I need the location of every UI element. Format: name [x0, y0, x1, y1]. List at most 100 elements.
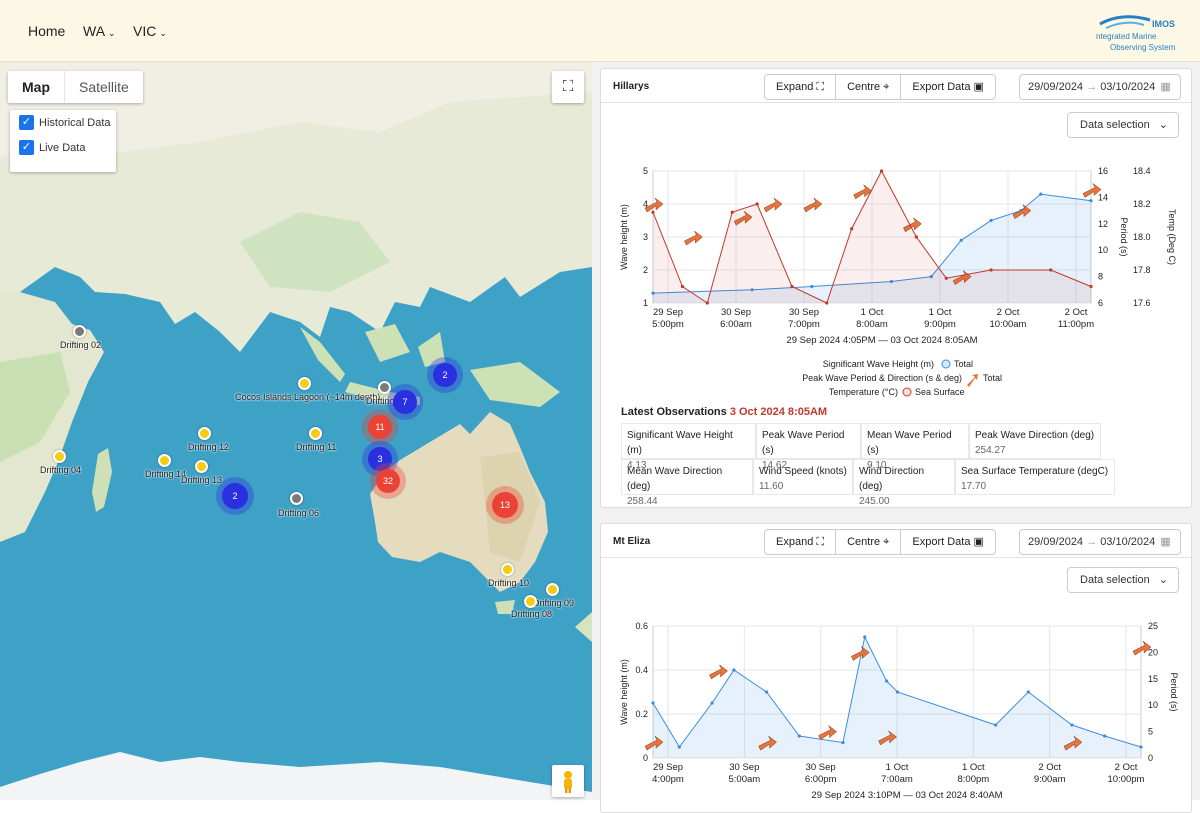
x-tick-label: 30 Sep — [721, 307, 751, 318]
data-selection-label: Data selection — [1080, 119, 1150, 131]
drifting-06-label: Drifting 06 — [278, 508, 320, 518]
period-tick-label: 15 — [1148, 674, 1158, 684]
save-icon: ▣ — [973, 536, 984, 548]
map-type-satellite-button[interactable]: Satellite — [79, 79, 129, 95]
live-cluster-marker[interactable]: 2 — [216, 477, 254, 515]
legend-swatch — [941, 359, 951, 369]
cocos-islands-label: Cocos Islands Lagoon (~14m depth) — [235, 392, 381, 402]
latest-observations-heading: Latest Observations 3 Oct 2024 8:05AM — [621, 406, 827, 418]
period-tick-label: 0 — [1148, 753, 1153, 763]
mteliza-date-range-picker[interactable]: 29/09/2024 → 03/10/2024 ▦ — [1019, 529, 1181, 555]
data-selection-label: Data selection — [1080, 574, 1150, 586]
data-point — [889, 279, 894, 284]
imos-logo[interactable]: IMOS ntegrated Marine Observing System — [1092, 10, 1182, 54]
map-type-map-button[interactable]: Map — [8, 71, 65, 103]
period-tick-label: 5 — [1148, 727, 1153, 737]
logo-line2: Observing System — [1110, 43, 1176, 52]
drifting-02-marker[interactable] — [73, 325, 86, 338]
x-tick-label: 5:00pm — [652, 319, 684, 330]
data-point — [993, 723, 998, 727]
cluster-count: 3 — [368, 447, 392, 471]
chevron-down-icon: ⌄ — [159, 28, 167, 38]
drifting-10-marker[interactable] — [501, 563, 514, 576]
drifting-label: Drifting — [366, 396, 395, 406]
drifting-04-marker[interactable] — [53, 450, 66, 463]
map-view[interactable]: Drifting 02 Drifting 04 Drifting 14 Drif… — [0, 62, 592, 800]
chart-range-label: 29 Sep 2024 3:10PM — 03 Oct 2024 8:40AM — [811, 790, 1002, 801]
hillarys-date-range-picker[interactable]: 29/09/2024 → 03/10/2024 ▦ — [1019, 74, 1181, 100]
cluster-count: 2 — [222, 483, 248, 509]
checkbox-checked-icon[interactable]: ✓ — [19, 140, 34, 155]
drifting-06-marker[interactable] — [290, 492, 303, 505]
drifting-14-marker[interactable] — [158, 454, 171, 467]
mteliza-centre-button[interactable]: Centre ⌖ — [836, 530, 902, 554]
street-view-pegman-button[interactable] — [552, 765, 584, 797]
period-tick-label: 12 — [1098, 219, 1108, 229]
nav-vic-dropdown[interactable]: VIC ⌄ — [133, 23, 167, 39]
mteliza-data-selection-dropdown[interactable]: Data selection ⌄ — [1067, 567, 1179, 593]
nav-wa-dropdown[interactable]: WA ⌄ — [83, 23, 116, 39]
live-data-label: Live Data — [39, 141, 86, 154]
y-axis-label: Wave height (m) — [619, 204, 629, 270]
historical-cluster-marker[interactable]: 11 — [362, 409, 398, 445]
direction-arrow — [1063, 735, 1083, 751]
mteliza-export-button[interactable]: Export Data ▣ — [901, 530, 995, 554]
hillarys-expand-button[interactable]: Expand ⛶ — [765, 75, 837, 99]
expand-icon: ⛶ — [816, 81, 825, 93]
historical-cluster-marker[interactable]: 32 — [370, 463, 406, 499]
drifting-13-marker[interactable] — [195, 460, 208, 473]
pegman-icon — [564, 771, 572, 793]
drifting-04-label: Drifting 04 — [40, 465, 82, 475]
period-axis-label: Period (s) — [1169, 672, 1179, 711]
obs-label: Wind Direction (deg) — [859, 466, 925, 492]
expand-label: Expand — [776, 536, 814, 548]
historical-cluster-marker[interactable]: 13 — [486, 486, 524, 524]
temp-tick-label: 17.6 — [1133, 298, 1151, 308]
obs-cell: Mean Wave Period (s) 9.10 — [861, 423, 969, 471]
direction-arrow — [850, 646, 870, 661]
direction-arrow — [684, 230, 703, 246]
drifting-12-marker[interactable] — [198, 427, 211, 440]
hillarys-data-selection-dropdown[interactable]: Data selection ⌄ — [1067, 112, 1179, 138]
date-from: 29/09/2024 — [1028, 81, 1084, 93]
mteliza-station-card: Mt Eliza Expand ⛶ Centre ⌖ Export Data ▣… — [600, 523, 1192, 813]
hillarys-export-button[interactable]: Export Data ▣ — [901, 75, 995, 99]
legend-item: Total — [954, 359, 973, 369]
data-point — [797, 734, 801, 738]
live-cluster-marker[interactable]: 2 — [427, 357, 463, 393]
checkbox-checked-icon[interactable]: ✓ — [19, 115, 34, 130]
chevron-down-icon: ⌄ — [1158, 574, 1168, 586]
data-point — [914, 235, 918, 239]
live-data-toggle[interactable]: ✓ Live Data — [10, 135, 116, 160]
drifting-08-label: Drifting 08 — [511, 609, 553, 619]
drifting-11-marker[interactable] — [309, 427, 322, 440]
data-point — [710, 701, 714, 705]
mteliza-expand-button[interactable]: Expand ⛶ — [765, 530, 837, 554]
data-point — [705, 301, 709, 305]
drifting-09-marker[interactable] — [546, 583, 559, 596]
live-cluster-marker[interactable]: 7 — [387, 384, 423, 420]
y-tick-label: 0.2 — [635, 709, 648, 719]
drifting-08-marker[interactable] — [524, 595, 537, 608]
expand-icon: ⛶ — [816, 536, 825, 548]
direction-arrow — [1012, 204, 1032, 219]
direction-arrow — [1082, 183, 1102, 198]
nav-home-link[interactable]: Home — [28, 23, 66, 39]
obs-value: 11.60 — [759, 481, 784, 492]
obs-cell: Wind Direction (deg) 245.00 — [853, 459, 955, 507]
x-tick-label: 5:00am — [728, 774, 760, 785]
y-tick-label: 0.6 — [635, 621, 648, 631]
historical-data-toggle[interactable]: ✓ Historical Data — [10, 110, 116, 135]
cocos-islands-marker[interactable] — [298, 377, 311, 390]
data-point — [989, 268, 993, 272]
drifting-marker[interactable] — [378, 381, 391, 394]
hillarys-centre-button[interactable]: Centre ⌖ — [836, 75, 902, 99]
drifting-09-label: Drifting 09 — [533, 598, 575, 608]
layer-toggle-panel: ✓ Historical Data ✓ Live Data — [10, 110, 116, 172]
centre-label: Centre — [847, 536, 881, 548]
period-tick-label: 10 — [1148, 700, 1158, 710]
legend-item: Total — [983, 373, 1002, 383]
fullscreen-button[interactable]: ⛶ — [552, 71, 584, 103]
